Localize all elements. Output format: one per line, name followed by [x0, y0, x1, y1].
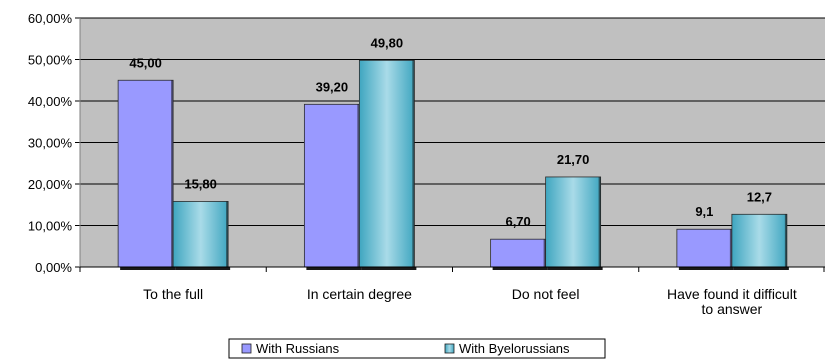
- bar-base-shadow: [678, 267, 734, 270]
- bar-base-shadow: [361, 267, 417, 270]
- bar-edge: [226, 201, 229, 267]
- x-category-label: Do not feel: [512, 286, 580, 302]
- bar-base-shadow: [306, 267, 362, 270]
- x-axis-category-labels: To the full In certain degree Do not feel H…: [79, 267, 825, 317]
- bar-with-russians-3: [676, 228, 733, 268]
- bar-with-russians-1: [303, 103, 360, 268]
- data-label: 49,80: [371, 35, 404, 50]
- legend-box: [228, 338, 606, 359]
- data-label: 39,20: [316, 79, 349, 94]
- data-label: 21,70: [557, 152, 590, 167]
- y-tick-label: 0,00%: [35, 260, 72, 275]
- data-label: 9,1: [695, 204, 713, 219]
- legend-label-with-russians: With Russians: [256, 341, 340, 356]
- bar-with-byelorussians-1: [358, 59, 415, 268]
- bars: [117, 59, 789, 270]
- x-category-label: In certain degree: [307, 286, 412, 302]
- x-category-label: Have found it difficult: [667, 286, 797, 302]
- y-tick-label: 50,00%: [28, 53, 73, 68]
- data-label: 45,00: [129, 55, 162, 70]
- legend-swatch-with-byelorussians: [444, 343, 455, 354]
- y-tick-label: 60,00%: [28, 11, 73, 26]
- bar-with-russians-0: [117, 79, 174, 268]
- bar-edge: [171, 80, 174, 267]
- bar-edge: [543, 239, 546, 267]
- y-tick-label: 40,00%: [28, 94, 73, 109]
- bar-edge: [357, 104, 360, 267]
- bar-edge: [784, 214, 787, 267]
- legend: With Russians With Byelorussians: [228, 338, 606, 359]
- legend-swatch-with-russians: [241, 343, 252, 354]
- y-axis-tick-labels: 0,00% 10,00% 20,00% 30,00% 40,00% 50,00% 60,00…: [28, 11, 80, 275]
- y-tick-label: 10,00%: [28, 219, 73, 234]
- bar-base-shadow: [492, 267, 548, 270]
- bar-base-shadow: [175, 267, 231, 270]
- bar-edge: [412, 60, 415, 267]
- data-label: 6,70: [505, 214, 530, 229]
- data-label: 15,80: [184, 176, 217, 191]
- x-category-label: To the full: [143, 286, 203, 302]
- bar-edge: [729, 229, 732, 267]
- bar-with-byelorussians-0: [172, 201, 229, 268]
- bar-with-byelorussians-2: [545, 176, 602, 268]
- bar-edge: [598, 176, 601, 267]
- bar-with-russians-2: [490, 238, 547, 268]
- bar-with-byelorussians-3: [731, 213, 788, 268]
- bar-base-shadow: [547, 267, 603, 270]
- bar-base-shadow: [120, 267, 176, 270]
- legend-label-with-byelorussians: With Byelorussians: [459, 341, 570, 356]
- y-tick-label: 30,00%: [28, 136, 73, 151]
- y-tick-label: 20,00%: [28, 177, 73, 192]
- data-label: 12,7: [747, 189, 772, 204]
- x-category-label: to answer: [702, 301, 763, 317]
- data-labels: 45,00 15,80 39,20 49,80 6,70 21,70 9,1 12,7: [129, 35, 772, 229]
- bar-base-shadow: [733, 267, 789, 270]
